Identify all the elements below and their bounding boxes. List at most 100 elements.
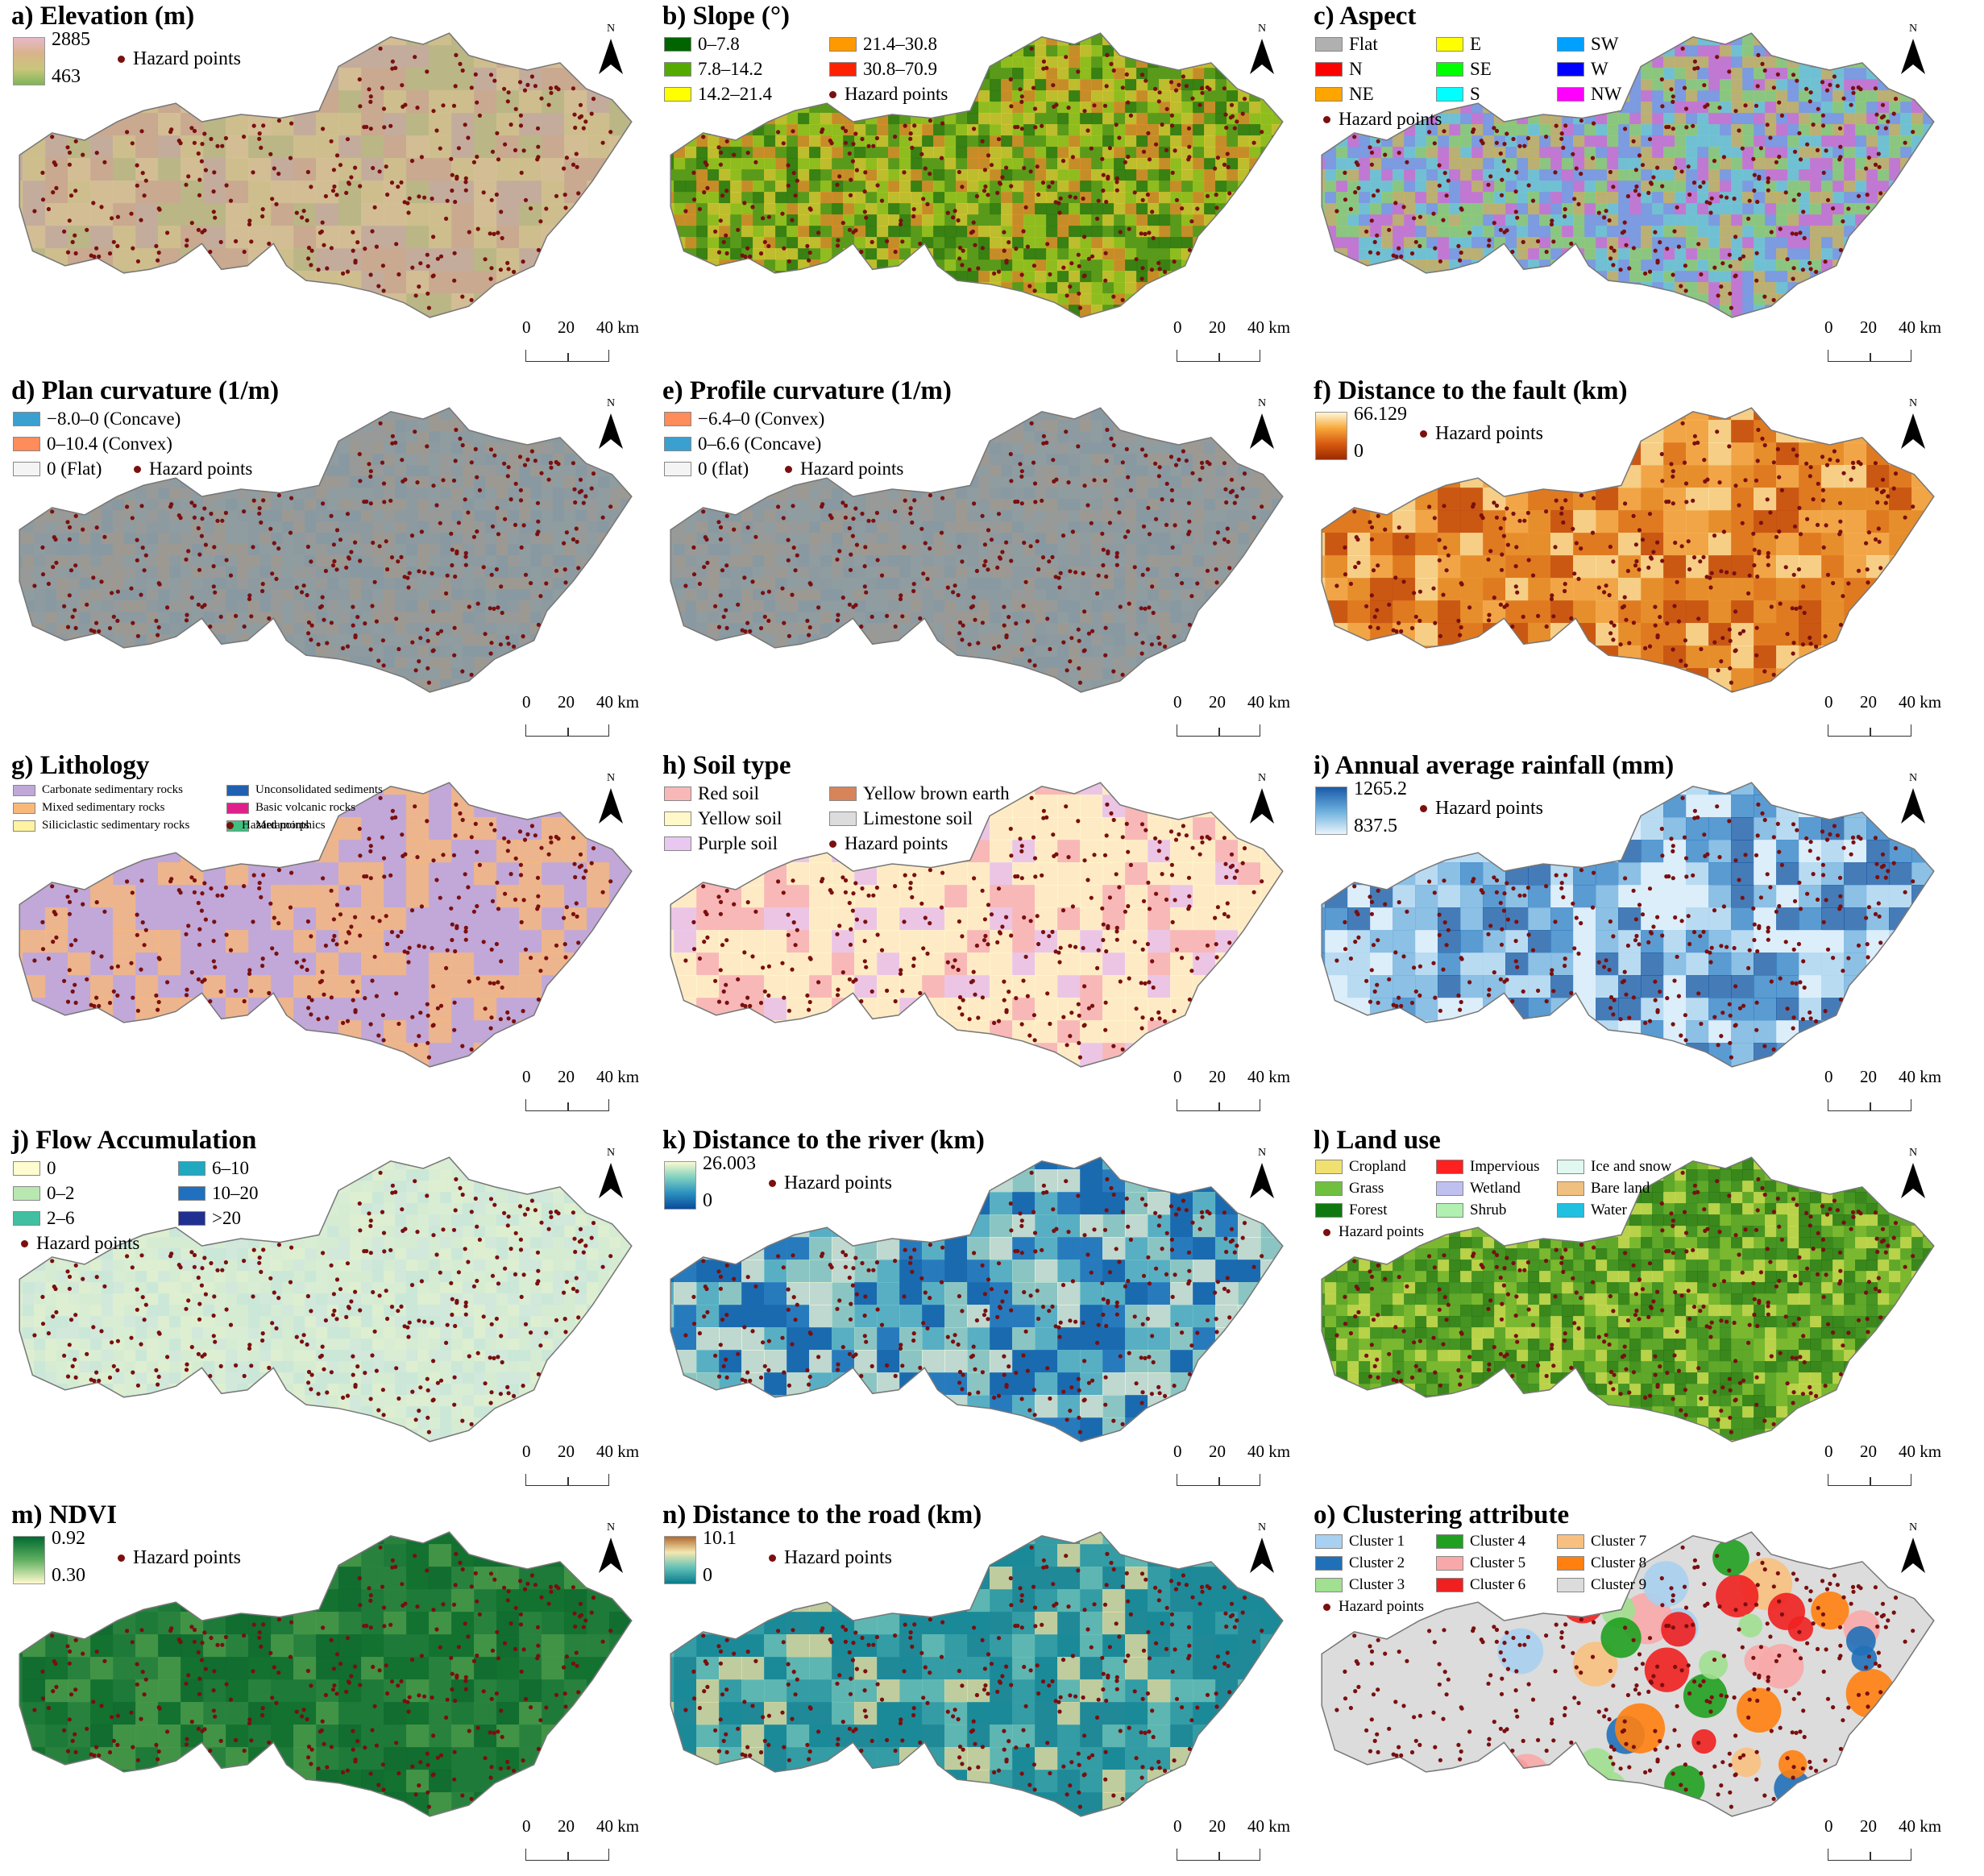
hazard-legend-item: Hazard points	[1323, 1598, 1424, 1616]
map-panel-f: f) Distance to the fault (km) 66.129 0 Haza…	[1302, 375, 1953, 744]
scale-bar: 0 20 40 km	[522, 692, 643, 741]
scale-label: 0	[1824, 318, 1833, 338]
ramp-max-label: 0.92	[52, 1528, 85, 1550]
legend-label: Purple soil	[698, 833, 778, 854]
legend-label: SE	[1470, 59, 1492, 80]
hazard-legend-label: Hazard points	[149, 459, 252, 479]
map-n	[670, 1531, 1284, 1817]
ramp-max-label: 2885	[52, 29, 90, 51]
north-arrow-icon: N	[1897, 397, 1929, 455]
legend-item: Cluster 7	[1557, 1533, 1646, 1550]
map-g	[19, 782, 633, 1068]
map-j	[19, 1156, 633, 1442]
legend-label: Red soil	[698, 783, 759, 804]
legend-swatch	[829, 787, 857, 801]
legend-label: S	[1470, 84, 1480, 105]
scale-bar-line	[1828, 1474, 1911, 1486]
legend-swatch	[829, 37, 857, 52]
scale-label: 20	[558, 1067, 575, 1087]
legend-item: NW	[1557, 84, 1621, 105]
scale-label: 20	[1860, 318, 1877, 338]
north-arrow-icon: N	[1246, 397, 1278, 455]
map-panel-e: e) Profile curvature (1/m) −6.4–0 (Convex…	[651, 375, 1302, 744]
hazard-legend-item: Hazard points	[21, 1233, 139, 1254]
scale-label: 20	[1209, 1816, 1226, 1837]
legend-item: Red soil	[664, 783, 759, 804]
panel-title: l) Land use	[1314, 1126, 1441, 1156]
map-i	[1321, 782, 1935, 1068]
map-panel-k: k) Distance to the river (km) 26.003 0 Haza…	[651, 1124, 1302, 1493]
legend-swatch	[1436, 1203, 1463, 1218]
panel-title: f) Distance to the fault (km)	[1314, 376, 1628, 406]
hazard-point	[1783, 190, 1788, 195]
legend-label: 0–7.8	[698, 34, 740, 55]
legend-swatch	[664, 87, 691, 102]
map-a	[19, 32, 633, 318]
legend-item: S	[1436, 84, 1480, 105]
legend-swatch	[1557, 62, 1584, 77]
legend-item: 0–7.8	[664, 34, 740, 55]
scale-label: 0	[522, 1816, 531, 1837]
legend-swatch	[1557, 1160, 1584, 1174]
ramp-min-label: 0.30	[52, 1565, 85, 1587]
legend-swatch	[13, 802, 35, 814]
legend-label: 10–20	[212, 1183, 259, 1204]
hazard-legend-item: Hazard points	[785, 459, 903, 479]
legend-swatch	[1557, 1556, 1584, 1571]
scale-label: 40 km	[1247, 1067, 1290, 1087]
legend-item: Unconsolidated sediments	[226, 783, 383, 797]
legend-label: Yellow soil	[698, 808, 782, 829]
hazard-legend-label: Hazard points	[133, 1547, 241, 1569]
scale-bar: 0 20 40 km	[522, 1816, 643, 1865]
scale-bar: 0 20 40 km	[1173, 1067, 1294, 1115]
legend-swatch	[1436, 37, 1463, 52]
legend-label: Grass	[1349, 1180, 1384, 1197]
legend-swatch	[13, 462, 40, 476]
legend-swatch	[1315, 1556, 1343, 1571]
scale-label: 20	[558, 1442, 575, 1462]
hazard-point	[1132, 1689, 1137, 1694]
scale-label: 40 km	[1247, 692, 1290, 712]
scale-label: 0	[1173, 1816, 1182, 1837]
legend-item: 30.8–70.9	[829, 59, 937, 80]
legend-swatch	[664, 836, 691, 851]
legend-label: Cluster 6	[1470, 1576, 1525, 1594]
hazard-legend-label: Hazard points	[845, 833, 948, 854]
legend-label: Yellow brown earth	[863, 783, 1010, 804]
scale-bar-line	[1177, 1099, 1260, 1111]
north-arrow-icon: N	[595, 397, 627, 455]
legend-item: Bare land	[1557, 1180, 1650, 1197]
legend-item: 0–6.6 (Concave)	[664, 434, 821, 454]
hazard-dot-icon	[1323, 1603, 1330, 1611]
color-ramp	[664, 1536, 696, 1584]
legend-label: 0 (Flat)	[47, 459, 102, 479]
hazard-legend-item: Hazard points	[134, 459, 252, 479]
scale-bar: 0 20 40 km	[1173, 318, 1294, 366]
legend-item: W	[1557, 59, 1608, 80]
legend-item: Purple soil	[664, 833, 778, 854]
scale-bar: 0 20 40 km	[522, 1067, 643, 1115]
north-label: N	[595, 397, 627, 410]
legend-item: 0–2	[13, 1183, 75, 1204]
scale-bar-line	[1828, 1849, 1911, 1861]
legend-swatch	[13, 784, 35, 796]
north-arrow-icon: N	[1246, 772, 1278, 830]
legend-item: 0 (flat)	[664, 459, 749, 479]
legend-swatch	[664, 37, 691, 52]
hazard-legend-item: Hazard points	[1323, 1223, 1424, 1241]
scale-label: 40 km	[1247, 318, 1290, 338]
hazard-legend-item: Hazard points	[1323, 109, 1442, 130]
ramp-max-label: 10.1	[703, 1528, 737, 1550]
scale-label: 20	[558, 1816, 575, 1837]
legend-label: Cluster 9	[1591, 1576, 1646, 1594]
legend-swatch	[13, 412, 40, 426]
legend-label: Metamorphics	[255, 819, 326, 832]
panel-title: o) Clustering attribute	[1314, 1500, 1569, 1530]
legend-swatch	[13, 1161, 40, 1176]
hazard-legend-label: Hazard points	[845, 84, 948, 105]
map-panel-m: m) NDVI 0.92 0.30 Hazard points N 0 20 40 km	[0, 1499, 651, 1868]
legend-swatch	[664, 412, 691, 426]
legend-label: Basic volcanic rocks	[255, 801, 355, 815]
legend-swatch	[1436, 87, 1463, 102]
scale-bar-line	[1177, 1474, 1260, 1486]
